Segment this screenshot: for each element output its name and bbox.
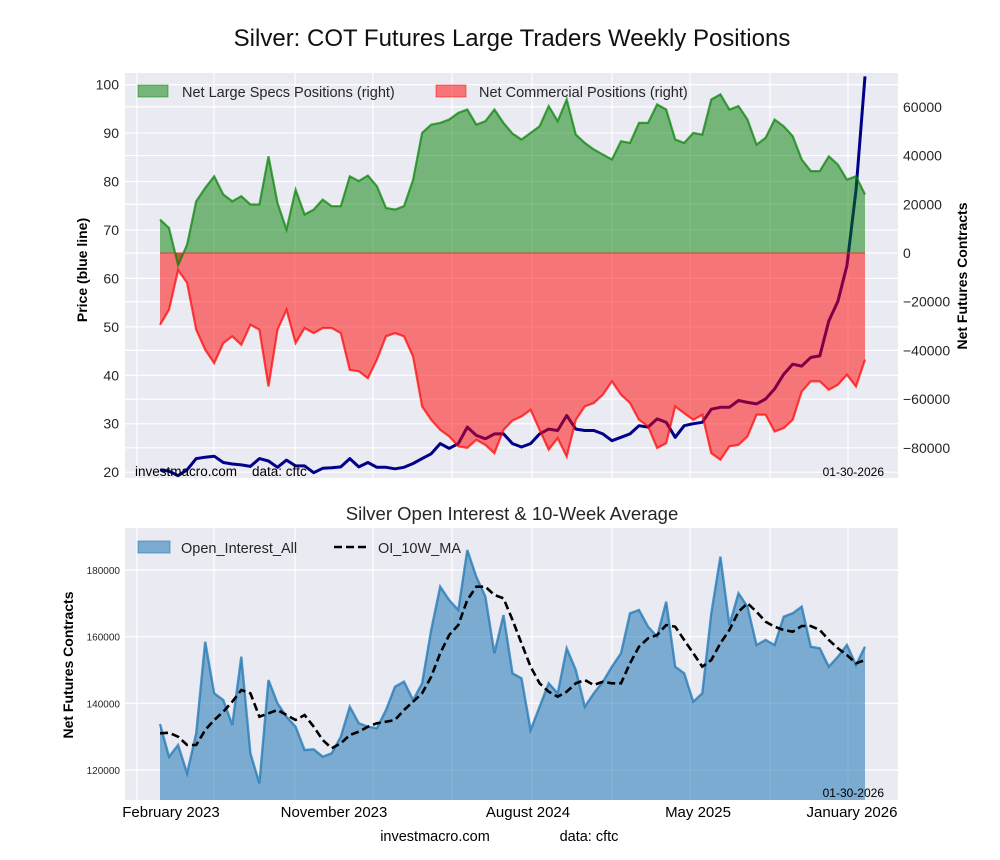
commercial-area — [160, 253, 865, 460]
legend-label-open-interest: Open_Interest_All — [181, 541, 297, 557]
left-y-tick-label: 90 — [103, 125, 119, 141]
right-y-tick-label: 40000 — [903, 148, 942, 164]
oi-y-tick-label: 120000 — [87, 766, 121, 777]
left-y-tick-label: 30 — [103, 416, 119, 432]
oi-chart-title: Silver Open Interest & 10-Week Average — [346, 503, 679, 524]
bottom-plot-marks — [158, 549, 867, 800]
x-tick-label: May 2025 — [665, 804, 731, 821]
right-y-tick-label: 0 — [903, 245, 911, 261]
footer-source: data: cftc — [560, 829, 619, 845]
top-tick-labels: 20 30 40 50 60 70 80 90 100 −80000 −60000 −40000 −20… — [96, 77, 951, 481]
left-y-tick-label: 50 — [103, 319, 119, 335]
open-interest-line — [158, 549, 867, 784]
right-y-tick-label: −60000 — [903, 391, 950, 407]
oi-y-tick-label: 180000 — [87, 566, 121, 577]
legend-label-ma: OI_10W_MA — [378, 541, 461, 557]
chart-title: Silver: COT Futures Large Traders Weekly… — [234, 25, 791, 52]
open-interest-area — [160, 550, 865, 800]
report-date-top: 01-30-2026 — [823, 465, 885, 479]
oi-y-tick-label: 140000 — [87, 699, 121, 710]
commercial-line — [159, 267, 867, 462]
legend-swatch-commercial — [435, 84, 467, 98]
bottom-tick-labels: 120000 140000 160000 180000 February 2023 Nov… — [87, 566, 898, 821]
x-tick-label: August 2024 — [486, 804, 570, 821]
bottom-legend: Open_Interest_All OI_10W_MA — [137, 540, 461, 557]
x-tick-label: November 2023 — [281, 804, 388, 821]
right-y-tick-label: −40000 — [903, 342, 950, 358]
left-y-tick-label: 60 — [103, 270, 119, 286]
watermark-source: data: cftc — [252, 464, 307, 479]
x-tick-label: February 2023 — [122, 804, 220, 821]
left-y-axis-label: Price (blue line) — [74, 218, 90, 322]
footer-site: investmacro.com — [380, 829, 490, 845]
left-y-tick-label: 40 — [103, 367, 119, 383]
legend-swatch-open-interest — [137, 540, 171, 554]
left-y-tick-label: 70 — [103, 222, 119, 238]
right-y-tick-label: 20000 — [903, 196, 942, 212]
oi-10w-ma-line — [159, 585, 866, 750]
legend-swatch-specs — [137, 84, 169, 98]
legend-label-specs: Net Large Specs Positions (right) — [182, 85, 395, 101]
top-legend: Net Large Specs Positions (right) Net Co… — [137, 84, 688, 101]
left-y-tick-label: 20 — [103, 464, 119, 480]
right-y-tick-label: 60000 — [903, 99, 942, 115]
legend-label-commercial: Net Commercial Positions (right) — [479, 85, 688, 101]
specs-line — [159, 92, 866, 269]
right-y-axis-label: Net Futures Contracts — [954, 202, 970, 349]
report-date-bottom: 01-30-2026 — [823, 786, 885, 800]
oi-y-axis-label: Net Futures Contracts — [60, 591, 76, 738]
right-y-tick-label: −80000 — [903, 440, 950, 456]
watermark-site: investmacro.com — [135, 464, 237, 479]
x-tick-label: January 2026 — [807, 804, 898, 821]
left-y-tick-label: 80 — [103, 174, 119, 190]
right-y-tick-label: −20000 — [903, 294, 950, 310]
oi-y-tick-label: 160000 — [87, 633, 121, 644]
top-plot-marks — [159, 76, 867, 478]
left-y-tick-label: 100 — [96, 77, 120, 93]
specs-area — [160, 94, 865, 266]
